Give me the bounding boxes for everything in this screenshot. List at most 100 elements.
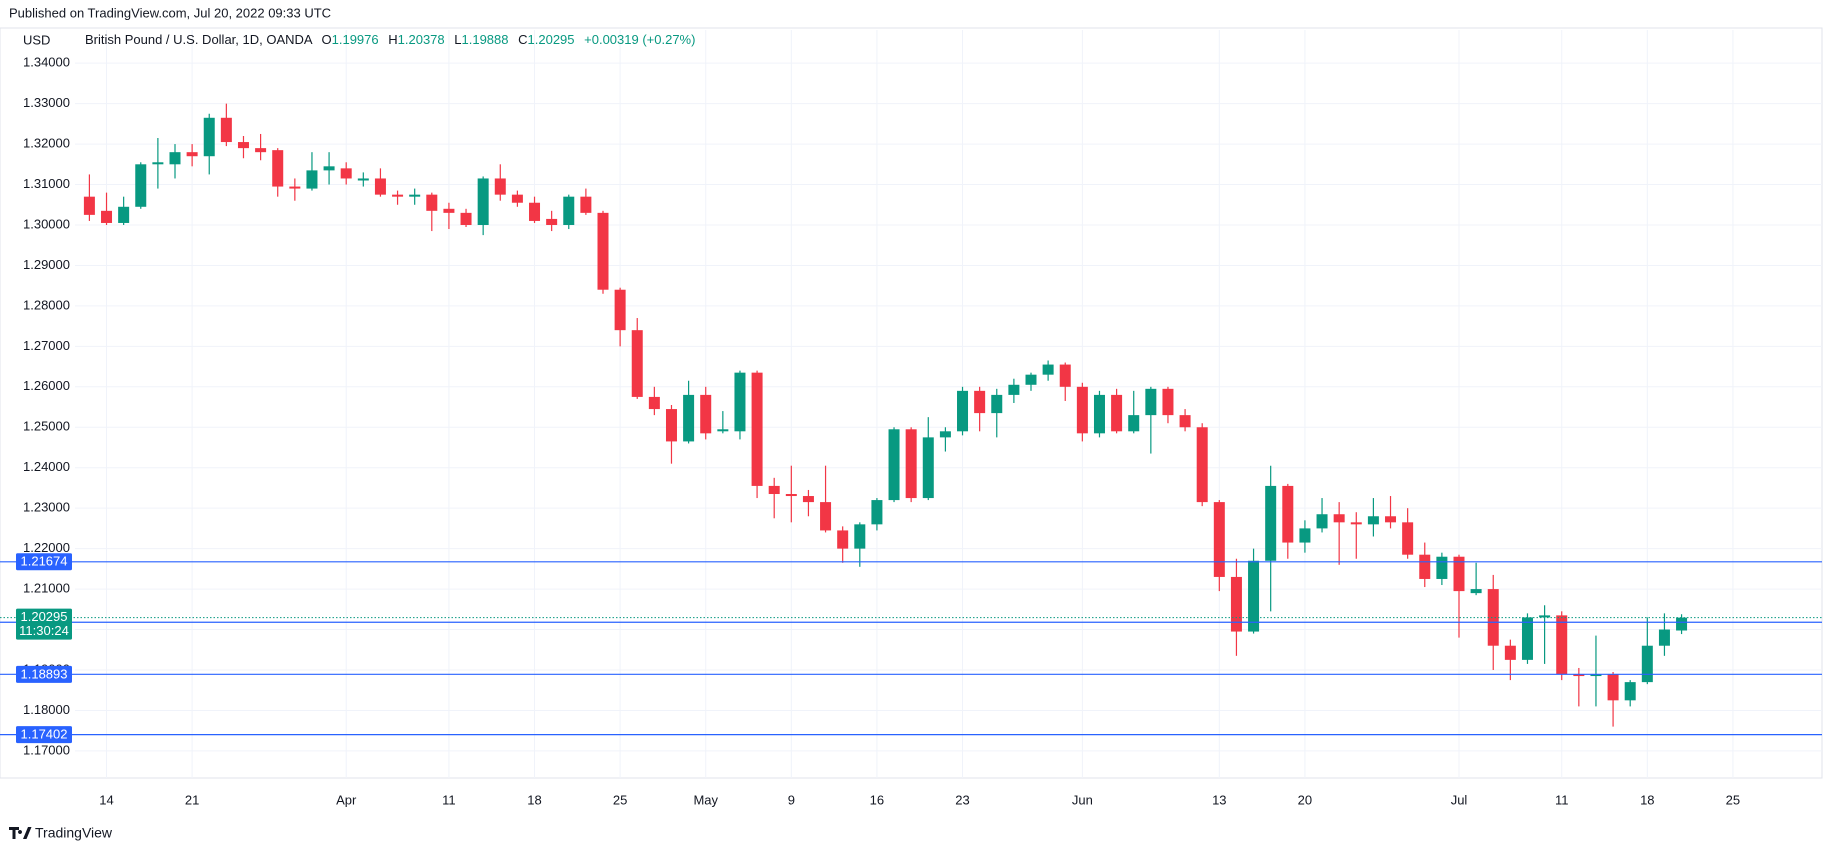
candle-body <box>1350 522 1362 525</box>
price-lines <box>0 561 1822 736</box>
candle-body <box>1162 388 1174 416</box>
y-tick-label: 1.27000 <box>23 338 70 353</box>
y-tick-label: 1.33000 <box>23 95 70 110</box>
candle-body <box>1385 516 1397 523</box>
x-tick-label: 25 <box>1726 792 1740 807</box>
y-tick-label: 1.17000 <box>23 742 70 757</box>
price-line-tag <box>16 665 72 683</box>
candle-body <box>1367 516 1379 525</box>
candle-body <box>820 502 832 531</box>
legend-change: +0.00319 (+0.27%) <box>584 32 695 47</box>
candle-body <box>374 178 386 195</box>
candle-body <box>1042 364 1054 375</box>
labels: 1.34000 1.33000 1.32000 1.31000 1.30000 1.290… <box>16 55 1740 807</box>
candle-body <box>511 194 523 203</box>
candle-body <box>289 186 301 189</box>
candle-body <box>1504 645 1516 660</box>
candle-body <box>957 390 969 432</box>
candle-body <box>700 394 712 434</box>
grid <box>0 27 1823 779</box>
candle-body <box>1556 615 1568 675</box>
candle-body <box>1128 415 1140 432</box>
candle-body <box>392 194 404 197</box>
candle-body <box>306 170 318 189</box>
plot-frame <box>0 27 1823 779</box>
candle-body <box>1658 629 1670 646</box>
candle-body <box>1470 589 1482 594</box>
candle-body <box>751 372 763 486</box>
candle-body <box>922 437 934 499</box>
candle-body <box>683 394 695 442</box>
candle-body <box>597 212 609 290</box>
x-tick-label: 13 <box>1212 792 1226 807</box>
candle-body <box>717 429 729 432</box>
candle-body <box>152 162 164 165</box>
candle-body <box>546 218 558 225</box>
candle-body <box>1590 674 1602 677</box>
candle-body <box>1419 554 1431 579</box>
candle-body <box>1573 674 1585 677</box>
candle-body <box>529 202 541 221</box>
candle-body <box>83 196 95 215</box>
candle-body <box>1402 522 1414 555</box>
y-tick-label: 1.31000 <box>23 176 70 191</box>
legend-close: 1.20295 <box>528 32 575 47</box>
legend-o-label: O <box>322 32 332 47</box>
price-line-tag-text: 1.17402 <box>21 727 68 742</box>
candle-body <box>614 289 626 331</box>
x-tick-label: 21 <box>185 792 199 807</box>
candle-body <box>1487 589 1499 646</box>
candle-body <box>1265 485 1277 561</box>
candle-body <box>357 178 369 181</box>
candle-body <box>1436 556 1448 579</box>
price-line-tag <box>16 553 72 571</box>
x-tick-label: 9 <box>788 792 795 807</box>
candle-body <box>1076 386 1088 434</box>
x-tick-label: 16 <box>870 792 884 807</box>
candle-body <box>563 196 575 225</box>
candle-body <box>272 150 284 187</box>
candle-body <box>1025 374 1037 385</box>
y-tick-label: 1.26000 <box>23 378 70 393</box>
x-tick-label: May <box>693 792 718 807</box>
candle-body <box>323 166 335 171</box>
legend-low: 1.19888 <box>462 32 509 47</box>
candle-body <box>665 409 677 442</box>
countdown: 11:30:24 <box>19 623 69 638</box>
candle-body <box>426 194 438 211</box>
candle-body <box>648 396 660 410</box>
candle-body <box>255 148 267 153</box>
candle-body <box>1607 674 1619 701</box>
candle-body <box>1539 615 1551 618</box>
y-tick-label: 1.22000 <box>23 540 70 555</box>
candle-body <box>1282 485 1294 543</box>
x-tick-label: Apr <box>336 792 357 807</box>
candle-body <box>734 372 746 432</box>
candle-body <box>905 429 917 499</box>
candle-body <box>1316 514 1328 529</box>
y-tick-label: 1.23000 <box>23 500 70 515</box>
y-tick-label: 1.18000 <box>23 702 70 717</box>
y-tick-label: 1.21000 <box>23 581 70 596</box>
legend-l-label: L <box>454 32 461 47</box>
candle-body <box>785 494 797 497</box>
y-tick-label: 1.32000 <box>23 136 70 151</box>
candle-body <box>1059 364 1071 387</box>
x-tick-label: 25 <box>613 792 627 807</box>
legend: British Pound / U.S. Dollar, 1D, OANDA O… <box>85 32 695 47</box>
candle-body <box>1230 576 1242 632</box>
candle-body <box>1179 415 1191 428</box>
candle-body <box>1624 682 1636 701</box>
candle-body <box>768 485 780 495</box>
candle-body <box>631 330 643 397</box>
candle-body <box>186 152 198 157</box>
last-price-tag <box>16 608 72 640</box>
unit-label: USD <box>23 32 50 47</box>
candle-body <box>237 142 249 149</box>
y-tick-label: 1.30000 <box>23 216 70 231</box>
candle-body <box>443 208 455 213</box>
candle-body <box>939 431 951 438</box>
legend-open: 1.19976 <box>332 32 379 47</box>
x-tick-label: Jul <box>1451 792 1468 807</box>
